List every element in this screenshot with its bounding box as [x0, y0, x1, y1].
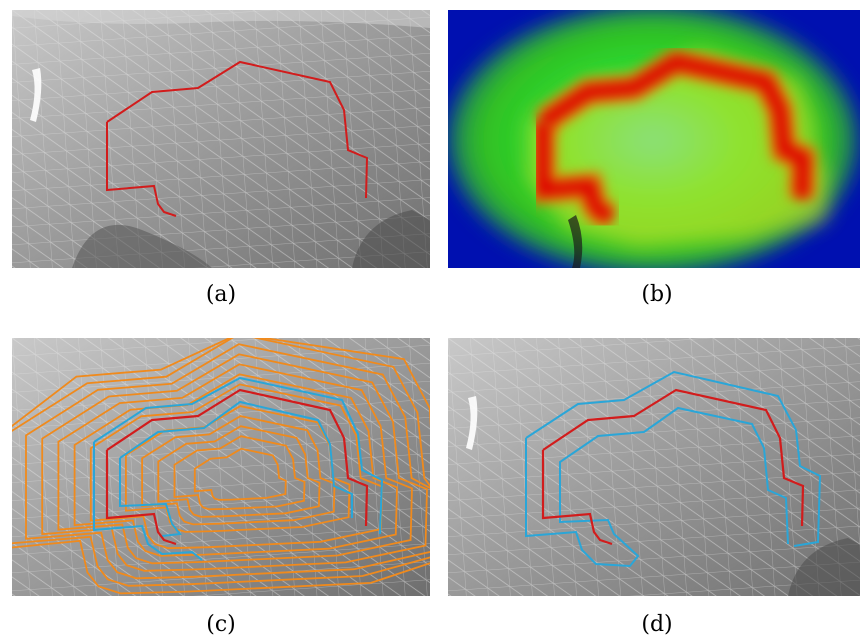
panel-b-heatmap	[448, 10, 860, 268]
heat-ridge	[539, 54, 811, 199]
orange-contour-4	[141, 415, 336, 526]
orange-contour-lines	[12, 338, 430, 595]
red-path	[542, 388, 805, 527]
panel-c-image	[12, 338, 430, 596]
blue-contour-outer	[93, 376, 384, 535]
panel-d-image	[448, 338, 860, 596]
red-path-tail	[106, 122, 177, 217]
red-path	[106, 60, 369, 199]
orange-contour-5	[125, 405, 351, 533]
specular-highlight	[466, 396, 478, 450]
specular-highlight	[30, 68, 42, 122]
orange-contour-3	[157, 425, 321, 518]
orange-contour-12	[12, 338, 430, 595]
blue-band-inner	[525, 406, 789, 568]
orange-contour-8	[57, 363, 413, 565]
red-path	[106, 388, 369, 527]
orange-contour-1	[193, 447, 287, 501]
panel-b-image	[448, 10, 860, 268]
caption-b: (b)	[641, 282, 673, 307]
orange-contour-9	[41, 353, 428, 572]
panel-a-mesh-with-path	[12, 10, 430, 268]
panel-d-band	[448, 338, 860, 596]
mesh-grid	[12, 10, 430, 268]
orange-contour-7	[73, 373, 398, 557]
orange-contour-11	[12, 338, 430, 587]
panel-c-contours	[12, 338, 430, 596]
panel-a-image	[12, 10, 430, 268]
caption-a: (a)	[205, 282, 237, 307]
blue-band-outer	[525, 370, 822, 547]
caption-d: (d)	[641, 612, 673, 637]
orange-contour-2	[173, 435, 306, 511]
mesh-grid	[448, 338, 860, 596]
blue-contour-inner	[119, 400, 353, 518]
orange-contour-10	[25, 343, 430, 580]
caption-c: (c)	[206, 612, 236, 637]
